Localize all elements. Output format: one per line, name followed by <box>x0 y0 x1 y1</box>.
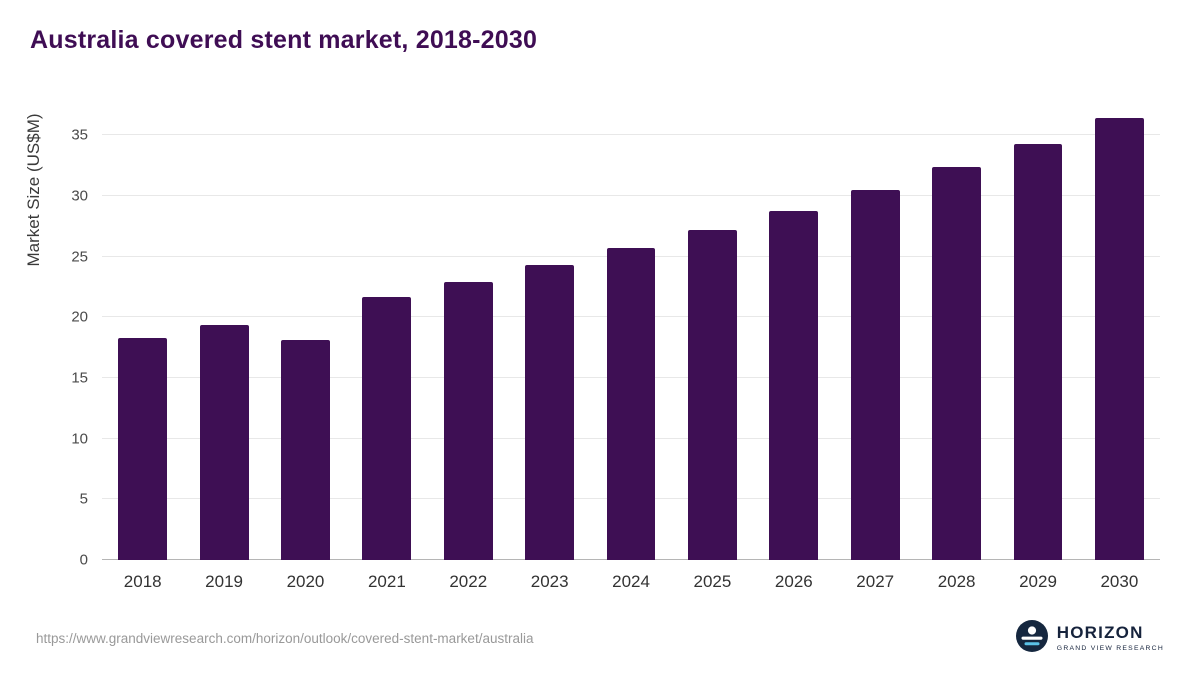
bar-2029 <box>1013 143 1063 560</box>
bar-slot <box>916 105 997 560</box>
logo-subtitle: GRAND VIEW RESEARCH <box>1056 645 1164 653</box>
plot-area: 0 5 10 15 20 25 30 35 <box>71 105 1160 569</box>
x-tick-2021: 2021 <box>367 572 406 591</box>
bar-2024 <box>606 248 656 560</box>
gridline-30 <box>102 195 1160 196</box>
bar-2019 <box>199 324 249 560</box>
x-tick-2020: 2020 <box>286 572 325 591</box>
bar-2018 <box>118 337 168 560</box>
y-tick-15: 15 <box>71 369 88 387</box>
footer: https://www.grandviewresearch.com/horizo… <box>36 620 1164 657</box>
horizon-circle-icon <box>1015 620 1048 657</box>
bar-slot <box>183 105 264 560</box>
y-tick-35: 35 <box>71 126 88 144</box>
bar-slot <box>346 105 427 560</box>
x-tick-2022: 2022 <box>449 572 488 591</box>
bar-slot <box>428 105 509 560</box>
bar-2028 <box>932 166 982 560</box>
bar-slot <box>265 105 346 560</box>
bar-slot <box>590 105 671 560</box>
logo-text: HORIZON GRAND VIEW RESEARCH <box>1057 624 1164 652</box>
y-tick-10: 10 <box>71 430 88 448</box>
bar-2030 <box>1094 118 1144 560</box>
bar-2025 <box>688 229 737 560</box>
bar-slot <box>1079 105 1160 560</box>
x-tick-2030: 2030 <box>1100 572 1139 591</box>
source-url: https://www.grandviewresearch.com/horizo… <box>36 631 534 646</box>
x-tick-2025: 2025 <box>693 572 732 591</box>
bar-2021 <box>362 296 412 560</box>
page-title: Australia covered stent market, 2018-203… <box>30 26 538 54</box>
gridline-35 <box>102 134 1160 136</box>
x-axis-ticks: 2018 2019 2020 2021 2022 2023 2024 2025 2026 2027… <box>102 572 1160 592</box>
bar-slot <box>835 105 916 560</box>
horizon-logo: HORIZON GRAND VIEW RESEARCH <box>1015 620 1164 657</box>
bar-slot <box>753 105 834 560</box>
x-tick-2018: 2018 <box>123 572 162 591</box>
x-tick-2019: 2019 <box>205 572 243 591</box>
bar-2020 <box>281 340 330 560</box>
logo-name: HORIZON <box>1056 623 1144 643</box>
x-tick-2024: 2024 <box>612 572 650 591</box>
bar-2023 <box>525 265 575 560</box>
x-tick-2028: 2028 <box>937 572 976 591</box>
bar-2027 <box>850 189 900 560</box>
bar-2026 <box>769 210 819 560</box>
bars-container <box>102 105 1160 560</box>
x-tick-2026: 2026 <box>774 572 813 591</box>
bar-chart: Market Size (US$M) 0 5 10 15 20 25 30 35 2018 20… <box>24 105 1160 591</box>
x-tick-2023: 2023 <box>530 572 569 591</box>
y-tick-5: 5 <box>79 490 88 508</box>
bar-slot <box>997 105 1078 560</box>
y-tick-25: 25 <box>71 248 88 266</box>
bar-slot <box>509 105 590 560</box>
y-tick-20: 20 <box>71 308 88 326</box>
bar-slot <box>672 105 753 560</box>
y-tick-30: 30 <box>71 187 88 205</box>
bar-slot <box>102 105 183 560</box>
y-tick-0: 0 <box>79 551 88 569</box>
y-axis-label: Market Size (US$M) <box>24 112 43 266</box>
bar-2022 <box>443 282 493 560</box>
x-tick-2029: 2029 <box>1019 572 1057 591</box>
x-tick-2027: 2027 <box>856 572 895 591</box>
